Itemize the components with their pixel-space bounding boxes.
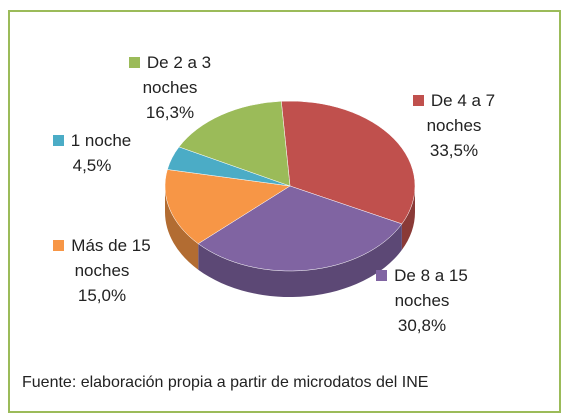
category-label: Más de 15 noches [71,236,151,280]
pie-slice [178,100,291,187]
pie-slice [281,100,416,225]
category-label: De 4 a 7 noches [426,91,496,135]
legend-swatch [53,240,65,251]
pie-slice [164,169,291,245]
value-label: 30,8% [397,316,447,335]
value-label: 16,3% [145,103,195,122]
legend-entry: Más de 15 noches [40,233,164,283]
legend-swatch [52,135,64,146]
value-label: 33,5% [429,141,479,160]
legend-entry: 1 noche [30,128,154,153]
category-label: De 8 a 15 noches [394,266,468,310]
legend-swatch [376,270,388,281]
value-label: 4,5% [72,156,112,175]
value-label: 15,0% [77,286,127,305]
pie-side [165,186,199,270]
chart-border [8,10,561,413]
legend-swatch [128,57,140,68]
category-label: 1 noche [70,131,132,150]
pie-slice [197,185,403,272]
legend-swatch [412,95,424,106]
legend-entry: De 8 a 15 noches [360,263,484,313]
pie-side [401,186,415,250]
pie-side [198,223,402,297]
data-label: De 4 a 7 noches 33,5% [392,88,516,163]
data-label: De 2 a 3 noches 16,3% [108,50,232,125]
data-label: Más de 15 noches 15,0% [40,233,164,308]
category-label: De 2 a 3 noches [142,53,212,97]
source-note: Fuente: elaboración propia a partir de m… [22,374,429,391]
data-label: 1 noche 4,5% [30,128,154,178]
data-label: De 8 a 15 noches 30,8% [360,263,484,338]
legend-entry: De 4 a 7 noches [392,88,516,138]
legend-entry: De 2 a 3 noches [108,50,232,100]
